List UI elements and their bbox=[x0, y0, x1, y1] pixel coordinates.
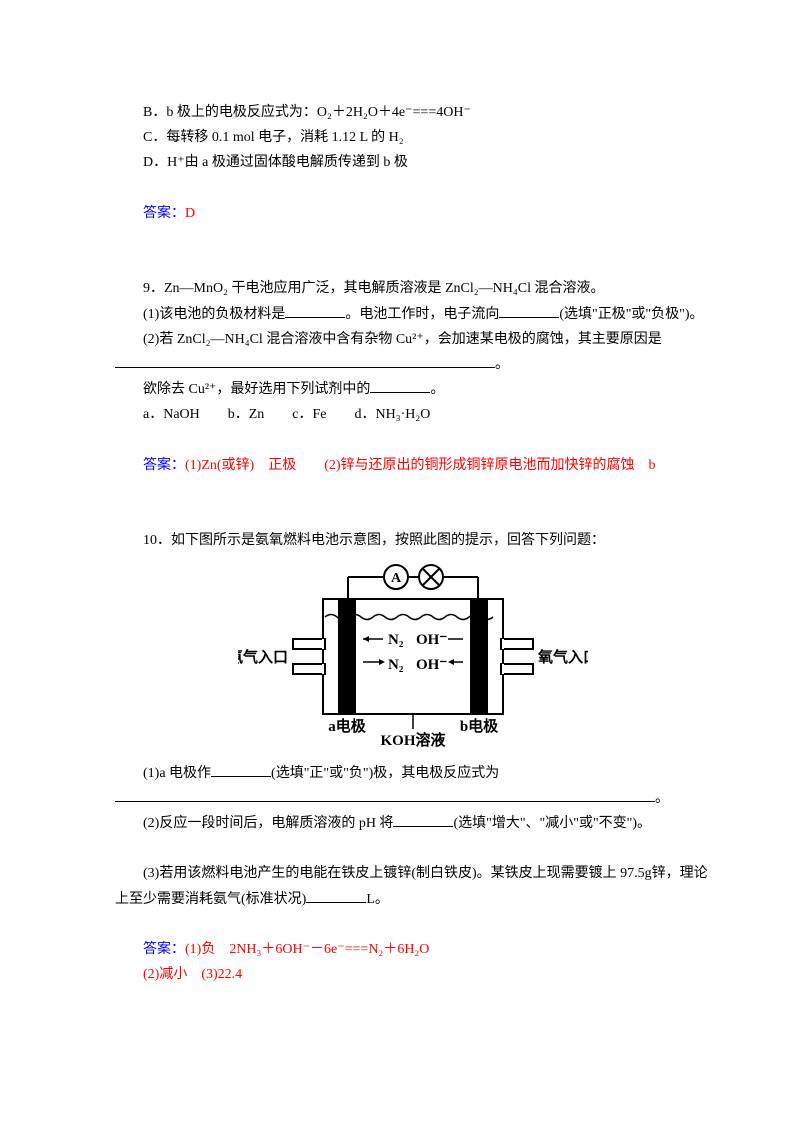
q8-option-b: B．b 极上的电极反应式为：O₂＋2H₂O＋4e⁻===4OH⁻ bbox=[115, 100, 710, 125]
q10-answer-1: (1)负 2NH₃＋6OH⁻－6e⁻===N₂＋6H₂O bbox=[185, 942, 429, 957]
q10-p3b: L。 bbox=[366, 892, 389, 907]
right-inlet-label: 氧气入口 bbox=[537, 648, 588, 666]
n2-label-2: N₂ bbox=[388, 657, 404, 673]
q9-p2b: 。 bbox=[495, 357, 509, 372]
blank bbox=[115, 787, 655, 802]
blank bbox=[499, 303, 559, 318]
b-electrode-label: b电极 bbox=[459, 717, 498, 735]
q8-option-d: D．H⁺由 a 极通过固体酸电解质传递到 b 极 bbox=[115, 150, 710, 175]
a-electrode-label: a电极 bbox=[328, 717, 367, 735]
q10-answer-label: 答案： bbox=[143, 942, 185, 957]
blank bbox=[285, 303, 345, 318]
ammeter-label: A bbox=[390, 571, 401, 586]
q8-answer-label: 答案： bbox=[143, 206, 185, 221]
q9-answer-label: 答案： bbox=[143, 458, 185, 473]
fuel-cell-diagram: A bbox=[115, 559, 710, 758]
q8-option-c: C．每转移 0.1 mol 电子，消耗 1.12 L 的 H₂ bbox=[115, 125, 710, 150]
blank bbox=[393, 812, 453, 827]
blank bbox=[306, 888, 366, 903]
q9-p2c: 欲除去 Cu²⁺，最好选用下列试剂中的 bbox=[143, 382, 370, 397]
blank bbox=[370, 378, 430, 393]
q10-p3a: (3)若用该燃料电池产生的电能在铁皮上镀锌(制白铁皮)。某铁皮上现需要镀上 97… bbox=[115, 866, 708, 906]
q9-p1b: 。电池工作时，电子流向 bbox=[345, 307, 499, 322]
q10-p2a: (2)反应一段时间后，电解质溶液的 pH 将 bbox=[143, 816, 393, 831]
q10-p1c: 。 bbox=[655, 791, 669, 806]
q9-answer: (1)Zn(或锌) 正极 (2)锌与还原出的铜形成铜锌原电池而加快锌的腐蚀 b bbox=[185, 458, 656, 473]
q9-p1a: (1)该电池的负极材料是 bbox=[143, 307, 285, 322]
q10-stem: 10．如下图所示是氨氧燃料电池示意图，按照此图的提示，回答下列问题： bbox=[115, 528, 710, 553]
n2-label-1: N₂ bbox=[388, 632, 404, 648]
left-inlet-label: 氨气入口 bbox=[238, 648, 288, 666]
q9-options: a．NaOH b．Zn c．Fe d．NH₃·H₂O bbox=[115, 402, 710, 427]
q10-p1a: (1)a 电极作 bbox=[143, 766, 211, 781]
q10-p2b: (选填"增大"、"减小"或"不变")。 bbox=[453, 816, 651, 831]
q9-p2a: (2)若 ZnCl₂—NH₄Cl 混合溶液中含有杂物 Cu²⁺，会加速某电极的腐… bbox=[143, 332, 662, 347]
q9-stem: 9．Zn—MnO₂ 干电池应用广泛，其电解质溶液是 ZnCl₂—NH₄Cl 混合… bbox=[115, 276, 710, 301]
q9-p1c: (选填"正极"或"负极")。 bbox=[559, 307, 703, 322]
solution-label: KOH溶液 bbox=[380, 731, 446, 749]
q10-answer-2: (2)减小 (3)22.4 bbox=[143, 967, 242, 982]
oh-label-1: OH⁻ bbox=[416, 632, 447, 648]
blank bbox=[211, 762, 271, 777]
q10-p1b: (选填"正"或"负")极，其电极反应式为 bbox=[271, 766, 499, 781]
q9-p2d: 。 bbox=[430, 382, 444, 397]
blank bbox=[115, 353, 495, 368]
q8-answer: D bbox=[185, 206, 195, 221]
oh-label-2: OH⁻ bbox=[416, 657, 447, 673]
